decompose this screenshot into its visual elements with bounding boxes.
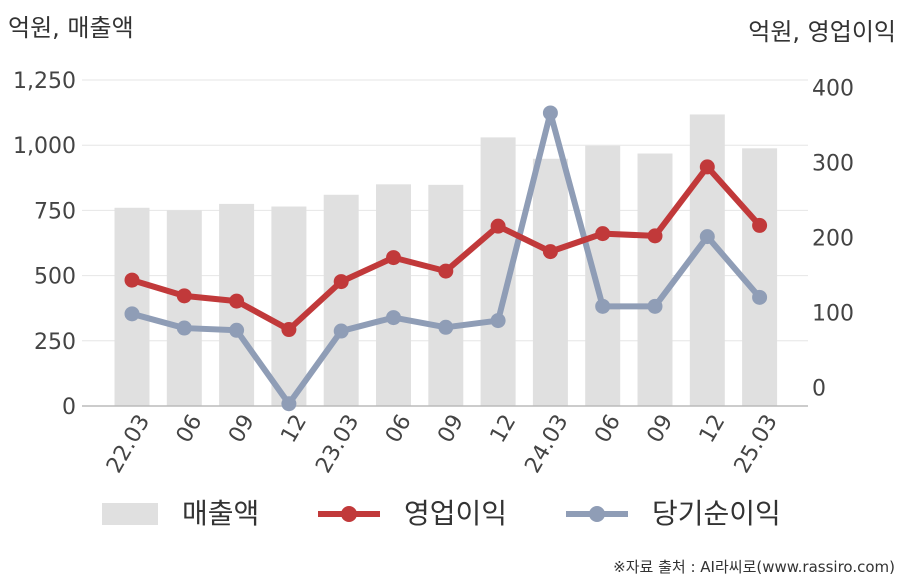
point-net-income [281,396,297,412]
legend-label-net-income: 당기순이익 [652,497,781,530]
bar-revenue [428,184,464,406]
point-net-income [386,310,401,326]
x-axis-tick-label: 09 [224,411,260,448]
legend-label-operating-profit: 영업이익 [404,497,507,530]
right-axis-tick-label: 400 [812,76,854,101]
x-axis-ticks: 22.03 06 09 12 23.03 06 09 12 24.03 06 09 12 25.03 [102,411,783,478]
right-axis-tick-label: 0 [812,376,826,401]
point-operating-profit [176,288,192,304]
x-axis-tick-label: 24.03 [520,411,573,478]
bar-revenue [637,153,673,406]
x-axis-tick-label: 09 [643,411,679,448]
point-net-income [229,322,245,338]
point-net-income [752,289,768,305]
point-net-income [124,306,140,322]
bar-revenue [271,206,307,406]
point-net-income [438,319,454,335]
right-axis-unit-label: 억원, 영업이익 [748,18,896,46]
x-axis-tick-label: 06 [590,411,626,448]
left-axis-tick-label: 1,250 [13,69,76,94]
legend-marker-net-income [589,506,605,522]
point-operating-profit [490,218,506,234]
point-operating-profit [333,274,349,290]
point-net-income [176,320,192,336]
point-operating-profit [595,226,611,242]
left-axis-tick-label: 500 [34,265,76,290]
bar-revenue [166,210,202,406]
bar-revenue [323,194,359,406]
legend-swatch-revenue [102,503,158,525]
point-operating-profit [699,159,715,175]
right-axis-tick-label: 100 [812,301,854,326]
x-axis-tick-label: 25.03 [730,411,783,478]
point-operating-profit [124,272,140,288]
point-operating-profit [386,250,401,266]
bar-revenue [689,114,725,406]
point-net-income [595,298,611,314]
point-net-income [542,105,558,121]
line-series [124,105,768,412]
legend-marker-operating-profit [341,506,357,522]
legend-label-revenue: 매출액 [182,497,259,530]
x-axis-tick-label: 06 [381,411,417,448]
right-axis-tick-label: 200 [812,226,854,251]
point-operating-profit [229,293,245,309]
legend: 매출액 영업이익 당기순이익 [102,497,781,530]
x-axis-tick-label: 22.03 [102,411,155,478]
right-axis-ticks: 0 100 200 300 400 [812,76,854,401]
x-axis-tick-label: 09 [433,411,469,448]
point-net-income [647,298,663,314]
point-operating-profit [542,244,558,260]
point-net-income [333,323,349,339]
point-operating-profit [438,263,454,279]
point-operating-profit [752,217,768,233]
x-axis-tick-label: 12 [486,411,522,448]
x-axis-tick-label: 23.03 [311,411,364,478]
bar-revenue [742,148,778,407]
right-axis-tick-label: 300 [812,151,854,176]
point-net-income [699,229,715,245]
left-axis-tick-label: 750 [34,199,76,224]
point-net-income [490,313,506,329]
x-axis-tick-label: 06 [172,411,208,448]
x-axis-tick-label: 12 [695,411,731,448]
x-axis-tick-label: 12 [276,411,312,448]
bar-revenue [376,184,411,406]
bar-revenue [532,158,568,406]
left-axis-tick-label: 0 [62,395,76,420]
point-operating-profit [647,228,663,244]
left-axis-unit-label: 억원, 매출액 [8,14,134,42]
bar-series-revenue [114,114,778,407]
left-axis-tick-label: 1,000 [13,134,76,159]
point-operating-profit [281,322,297,338]
source-note: ※자료 출처 : AI라씨로(www.rassiro.com) [613,558,895,576]
bar-revenue [585,145,621,406]
left-axis-ticks: 0 250 500 750 1,000 1,250 [13,69,76,420]
left-axis-tick-label: 250 [34,330,76,355]
